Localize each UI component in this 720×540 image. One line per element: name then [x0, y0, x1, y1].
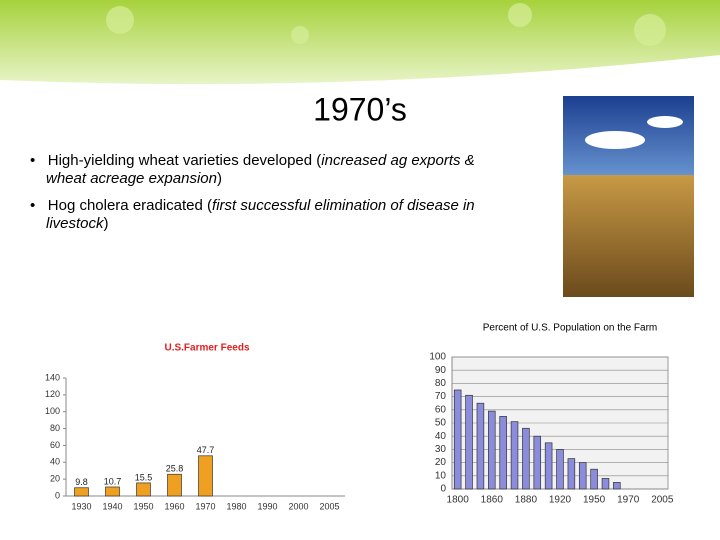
data-label: 25.8 — [166, 464, 184, 474]
bullet-text: Hog cholera eradicated ( — [47, 197, 213, 214]
bar — [578, 462, 587, 490]
y-tick-label: 50 — [435, 418, 447, 429]
x-tick-label: 1860 — [481, 495, 504, 506]
photo-cloud — [647, 116, 683, 128]
y-tick-label: 100 — [429, 352, 446, 363]
bar — [465, 394, 473, 490]
x-tick-label: 1800 — [447, 495, 470, 506]
y-tick-label: 100 — [45, 406, 60, 416]
photo-cloud — [585, 131, 645, 149]
y-tick-label: 90 — [435, 365, 447, 376]
bar — [601, 478, 610, 490]
bar — [167, 473, 182, 497]
x-tick-label: 1940 — [102, 501, 122, 511]
bar — [74, 487, 89, 497]
x-tick-label: 1950 — [583, 495, 606, 506]
bullet-text: ) — [103, 215, 109, 232]
bar — [613, 482, 621, 490]
bubble — [508, 3, 532, 27]
x-tick-label: 1970 — [617, 495, 640, 506]
y-tick-label: 140 — [45, 372, 60, 382]
y-tick-label: 80 — [50, 423, 60, 433]
x-tick-label: 2000 — [288, 501, 308, 511]
y-tick-label: 60 — [50, 440, 60, 450]
bar — [522, 427, 530, 490]
data-label: 10.7 — [104, 476, 122, 486]
y-tick-label: 0 — [440, 484, 446, 495]
bar — [105, 486, 120, 497]
bubble — [291, 26, 309, 44]
y-tick-label: 30 — [435, 444, 447, 455]
y-tick-label: 20 — [50, 474, 60, 484]
bullet: • Hog cholera eradicated (first successf… — [30, 197, 475, 232]
bar — [590, 468, 598, 490]
photo-wheat — [563, 175, 694, 297]
data-label: 47.7 — [197, 445, 215, 455]
x-tick-label: 1970 — [195, 501, 215, 511]
bullet-text: increased ag exports & wheat acreage exp… — [46, 152, 475, 187]
y-tick-label: 60 — [435, 404, 447, 415]
bullet: • High-yielding wheat varieties develope… — [30, 152, 475, 187]
chart-title: U.S.Farmer Feeds — [164, 343, 249, 354]
y-tick-label: 0 — [55, 490, 60, 500]
bar — [476, 402, 485, 490]
y-tick-label: 70 — [435, 391, 447, 402]
bar — [544, 442, 553, 490]
x-tick-label: 2005 — [319, 501, 339, 511]
bar — [510, 421, 519, 490]
x-tick-label: 1930 — [71, 501, 91, 511]
bar — [556, 449, 564, 490]
x-tick-label: 1920 — [549, 495, 572, 506]
x-tick-label: 1950 — [133, 501, 153, 511]
y-tick-label: 40 — [50, 457, 60, 467]
bubble — [106, 6, 134, 34]
bullet-text: High-yielding wheat varieties developed … — [47, 152, 322, 169]
bar — [499, 416, 507, 490]
bullet-text: first successful elimination of disease … — [46, 197, 475, 232]
x-tick-label: 1960 — [164, 501, 184, 511]
slide-title: 1970’s — [313, 91, 407, 127]
y-tick-label: 80 — [435, 378, 447, 389]
bar — [488, 410, 496, 490]
x-tick-label: 1980 — [226, 501, 246, 511]
data-label: 15.5 — [135, 472, 153, 482]
bubble — [634, 14, 666, 46]
bar — [453, 389, 462, 490]
y-tick-label: 120 — [45, 389, 60, 399]
bar — [567, 458, 576, 490]
bar — [533, 435, 542, 490]
y-tick-label: 20 — [435, 457, 447, 468]
bar — [198, 455, 213, 497]
bar — [136, 482, 151, 497]
x-tick-label: 1880 — [515, 495, 538, 506]
y-tick-label: 10 — [435, 470, 447, 481]
header-band — [0, 0, 720, 85]
chart-title: Percent of U.S. Population on the Farm — [483, 323, 658, 334]
x-tick-label: 2005 — [651, 495, 674, 506]
y-tick-label: 40 — [435, 431, 447, 442]
data-label: 9.8 — [75, 477, 88, 487]
x-tick-label: 1990 — [257, 501, 277, 511]
bullet-text: ) — [216, 170, 222, 187]
